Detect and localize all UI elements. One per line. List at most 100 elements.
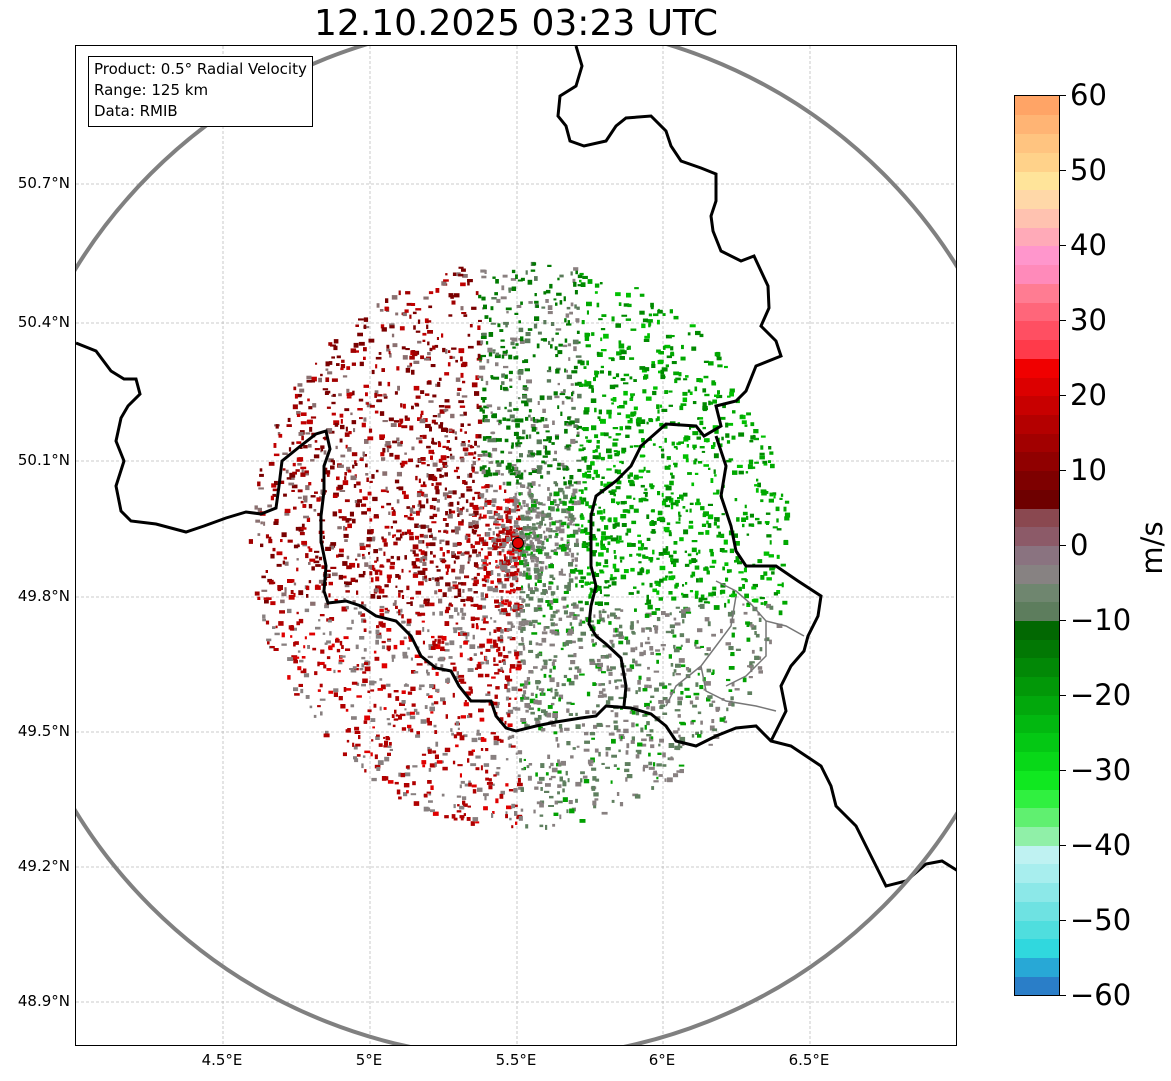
colorbar-segment (1015, 376, 1059, 397)
colorbar-segment (1015, 152, 1059, 172)
colorbar-segment (1015, 938, 1059, 959)
lon-tick-label: 6.5°E (788, 1051, 830, 1069)
colorbar-segment (1015, 920, 1059, 940)
colorbar-segment (1015, 114, 1059, 135)
colorbar-segment (1015, 788, 1059, 809)
radar-map-canvas (76, 46, 956, 1045)
colorbar-tick-label: 10 (1070, 453, 1107, 487)
lat-tick-label: 50.7°N (17, 174, 70, 192)
colorbar-tick-mark (1060, 245, 1066, 246)
colorbar-segment (1015, 451, 1059, 472)
info-range: Range: 125 km (94, 81, 209, 99)
colorbar-segment (1015, 957, 1059, 977)
lon-tick-label: 5.5°E (495, 1051, 537, 1069)
colorbar-segment (1015, 395, 1059, 415)
radar-site-marker (512, 537, 524, 549)
colorbar-segment (1015, 302, 1059, 322)
lat-tick-label: 50.4°N (17, 313, 70, 331)
colorbar-segment (1015, 189, 1059, 209)
border-line-lu-de (714, 435, 823, 742)
lon-tick-label: 5°E (355, 1051, 383, 1069)
colorbar-segment (1015, 751, 1059, 771)
colorbar-tick-mark (1060, 845, 1066, 846)
border-line-be-fr (76, 341, 956, 888)
colorbar-segment (1015, 470, 1059, 490)
colorbar-tick-mark (1060, 395, 1066, 396)
radar-map[interactable] (75, 45, 957, 1046)
info-data-source: Data: RMIB (94, 102, 178, 120)
colorbar-tick-label: 50 (1070, 153, 1107, 187)
colorbar-segment (1015, 208, 1059, 228)
colorbar-segment (1015, 732, 1059, 753)
colorbar-segment (1015, 826, 1059, 846)
colorbar-tick-mark (1060, 770, 1066, 771)
colorbar-tick-label: −10 (1070, 603, 1132, 637)
lat-tick-label: 49.8°N (17, 587, 70, 605)
colorbar-tick-label: −30 (1070, 753, 1132, 787)
info-product: Product: 0.5° Radial Velocity (94, 60, 307, 78)
colorbar-tick-mark (1060, 620, 1066, 621)
colorbar-tick-mark (1060, 170, 1066, 171)
colorbar-segment (1015, 770, 1059, 790)
colorbar-tick-mark (1060, 995, 1066, 996)
colorbar-segment (1015, 714, 1059, 734)
colorbar-tick-label: 0 (1070, 528, 1089, 562)
colorbar-segment (1015, 170, 1059, 191)
lat-tick-label: 50.1°N (17, 451, 70, 469)
colorbar-segment (1015, 676, 1059, 696)
colorbar-segment (1015, 639, 1059, 659)
colorbar-segment (1015, 807, 1059, 828)
colorbar-segment (1015, 695, 1059, 715)
border-line-be-de (556, 46, 783, 707)
colorbar-tick-mark (1060, 920, 1066, 921)
colorbar-tick-mark (1060, 545, 1066, 546)
colorbar-tick-label: −20 (1070, 678, 1132, 712)
colorbar-segment (1015, 545, 1059, 565)
radar-echoes (248, 261, 791, 830)
product-info-box: Product: 0.5° Radial Velocity Range: 125… (88, 56, 313, 127)
colorbar-segment (1015, 227, 1059, 247)
colorbar-segment (1015, 582, 1059, 603)
colorbar-tick-mark (1060, 320, 1066, 321)
lat-tick-label: 49.5°N (17, 722, 70, 740)
lon-tick-label: 6°E (648, 1051, 676, 1069)
colorbar-tick-mark (1060, 695, 1066, 696)
colorbar-segment (1015, 339, 1059, 359)
colorbar-tick-label: 40 (1070, 228, 1107, 262)
colorbar-segment (1015, 901, 1059, 921)
colorbar-segment (1015, 620, 1059, 640)
colorbar-unit-label: m/s (1135, 521, 1169, 575)
colorbar-tick-label: 30 (1070, 303, 1107, 337)
colorbar-segment (1015, 882, 1059, 902)
colorbar-segment (1015, 414, 1059, 434)
colorbar-segment (1015, 976, 1059, 995)
colorbar-tick-mark (1060, 470, 1066, 471)
colorbar-segment (1015, 133, 1059, 153)
colorbar-segment (1015, 245, 1059, 266)
country-borders (76, 46, 956, 888)
border-line-lu-cantons (665, 580, 805, 712)
lat-tick-label: 48.9°N (17, 992, 70, 1010)
colorbar-tick-label: 20 (1070, 378, 1107, 412)
colorbar-segment (1015, 657, 1059, 678)
colorbar-tick-label: −50 (1070, 903, 1132, 937)
colorbar-segment (1015, 433, 1059, 453)
colorbar-tick-label: −60 (1070, 978, 1132, 1012)
colorbar-segment (1015, 601, 1059, 622)
colorbar-segment (1015, 863, 1059, 884)
colorbar-segment (1015, 96, 1059, 116)
lat-tick-label: 49.2°N (17, 857, 70, 875)
colorbar-segment (1015, 526, 1059, 547)
colorbar-segment (1015, 845, 1059, 865)
lon-tick-label: 4.5°E (201, 1051, 243, 1069)
colorbar-tick-mark (1060, 95, 1066, 96)
colorbar-tick-label: −40 (1070, 828, 1132, 862)
colorbar-tick-label: 60 (1070, 78, 1107, 112)
colorbar-segment (1015, 508, 1059, 528)
colorbar-segment (1015, 320, 1059, 341)
colorbar-segment (1015, 564, 1059, 584)
colorbar-segment (1015, 358, 1059, 378)
colorbar-segment (1015, 264, 1059, 284)
colorbar-segment (1015, 283, 1059, 303)
map-title: 12.10.2025 03:23 UTC (313, 3, 719, 44)
